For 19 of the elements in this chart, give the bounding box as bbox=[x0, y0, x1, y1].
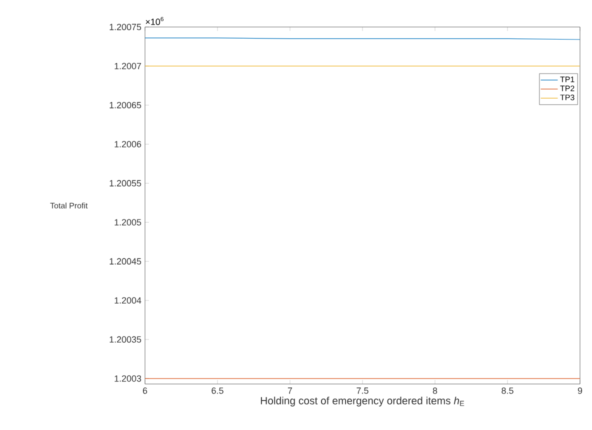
x-tick-label: 8.5 bbox=[502, 388, 514, 394]
text: ×10$^{6}$ bbox=[146, 16, 164, 26]
y-tick-label: 1.2004 bbox=[114, 297, 142, 304]
x-tick-label: 6.5 bbox=[212, 388, 224, 394]
x-axis-title: Holding cost of emergency ordered items h$_{E}$ bbox=[260, 396, 464, 406]
y-tick-label: 1.20075 bbox=[110, 24, 142, 30]
y-tick-label: 1.2007 bbox=[114, 62, 142, 70]
y-tick-label: 1.2006 bbox=[114, 140, 142, 148]
x-tick-label: 7 bbox=[288, 388, 292, 394]
x-tick-label: 9 bbox=[578, 388, 582, 394]
x-tick-label: 8 bbox=[432, 388, 438, 394]
y-tick-label: 1.20035 bbox=[110, 336, 142, 343]
x-tick-label: 7.5 bbox=[356, 388, 368, 394]
y-tick-label: 1.20065 bbox=[110, 102, 142, 108]
y-tick-label: 1.2005 bbox=[114, 219, 142, 226]
y-tick-label: 1.20055 bbox=[110, 180, 142, 186]
x-tick-label: 6 bbox=[142, 388, 148, 394]
y-tick-label: 1.20045 bbox=[110, 258, 142, 265]
y-tick-label: 1.2003 bbox=[114, 375, 142, 382]
